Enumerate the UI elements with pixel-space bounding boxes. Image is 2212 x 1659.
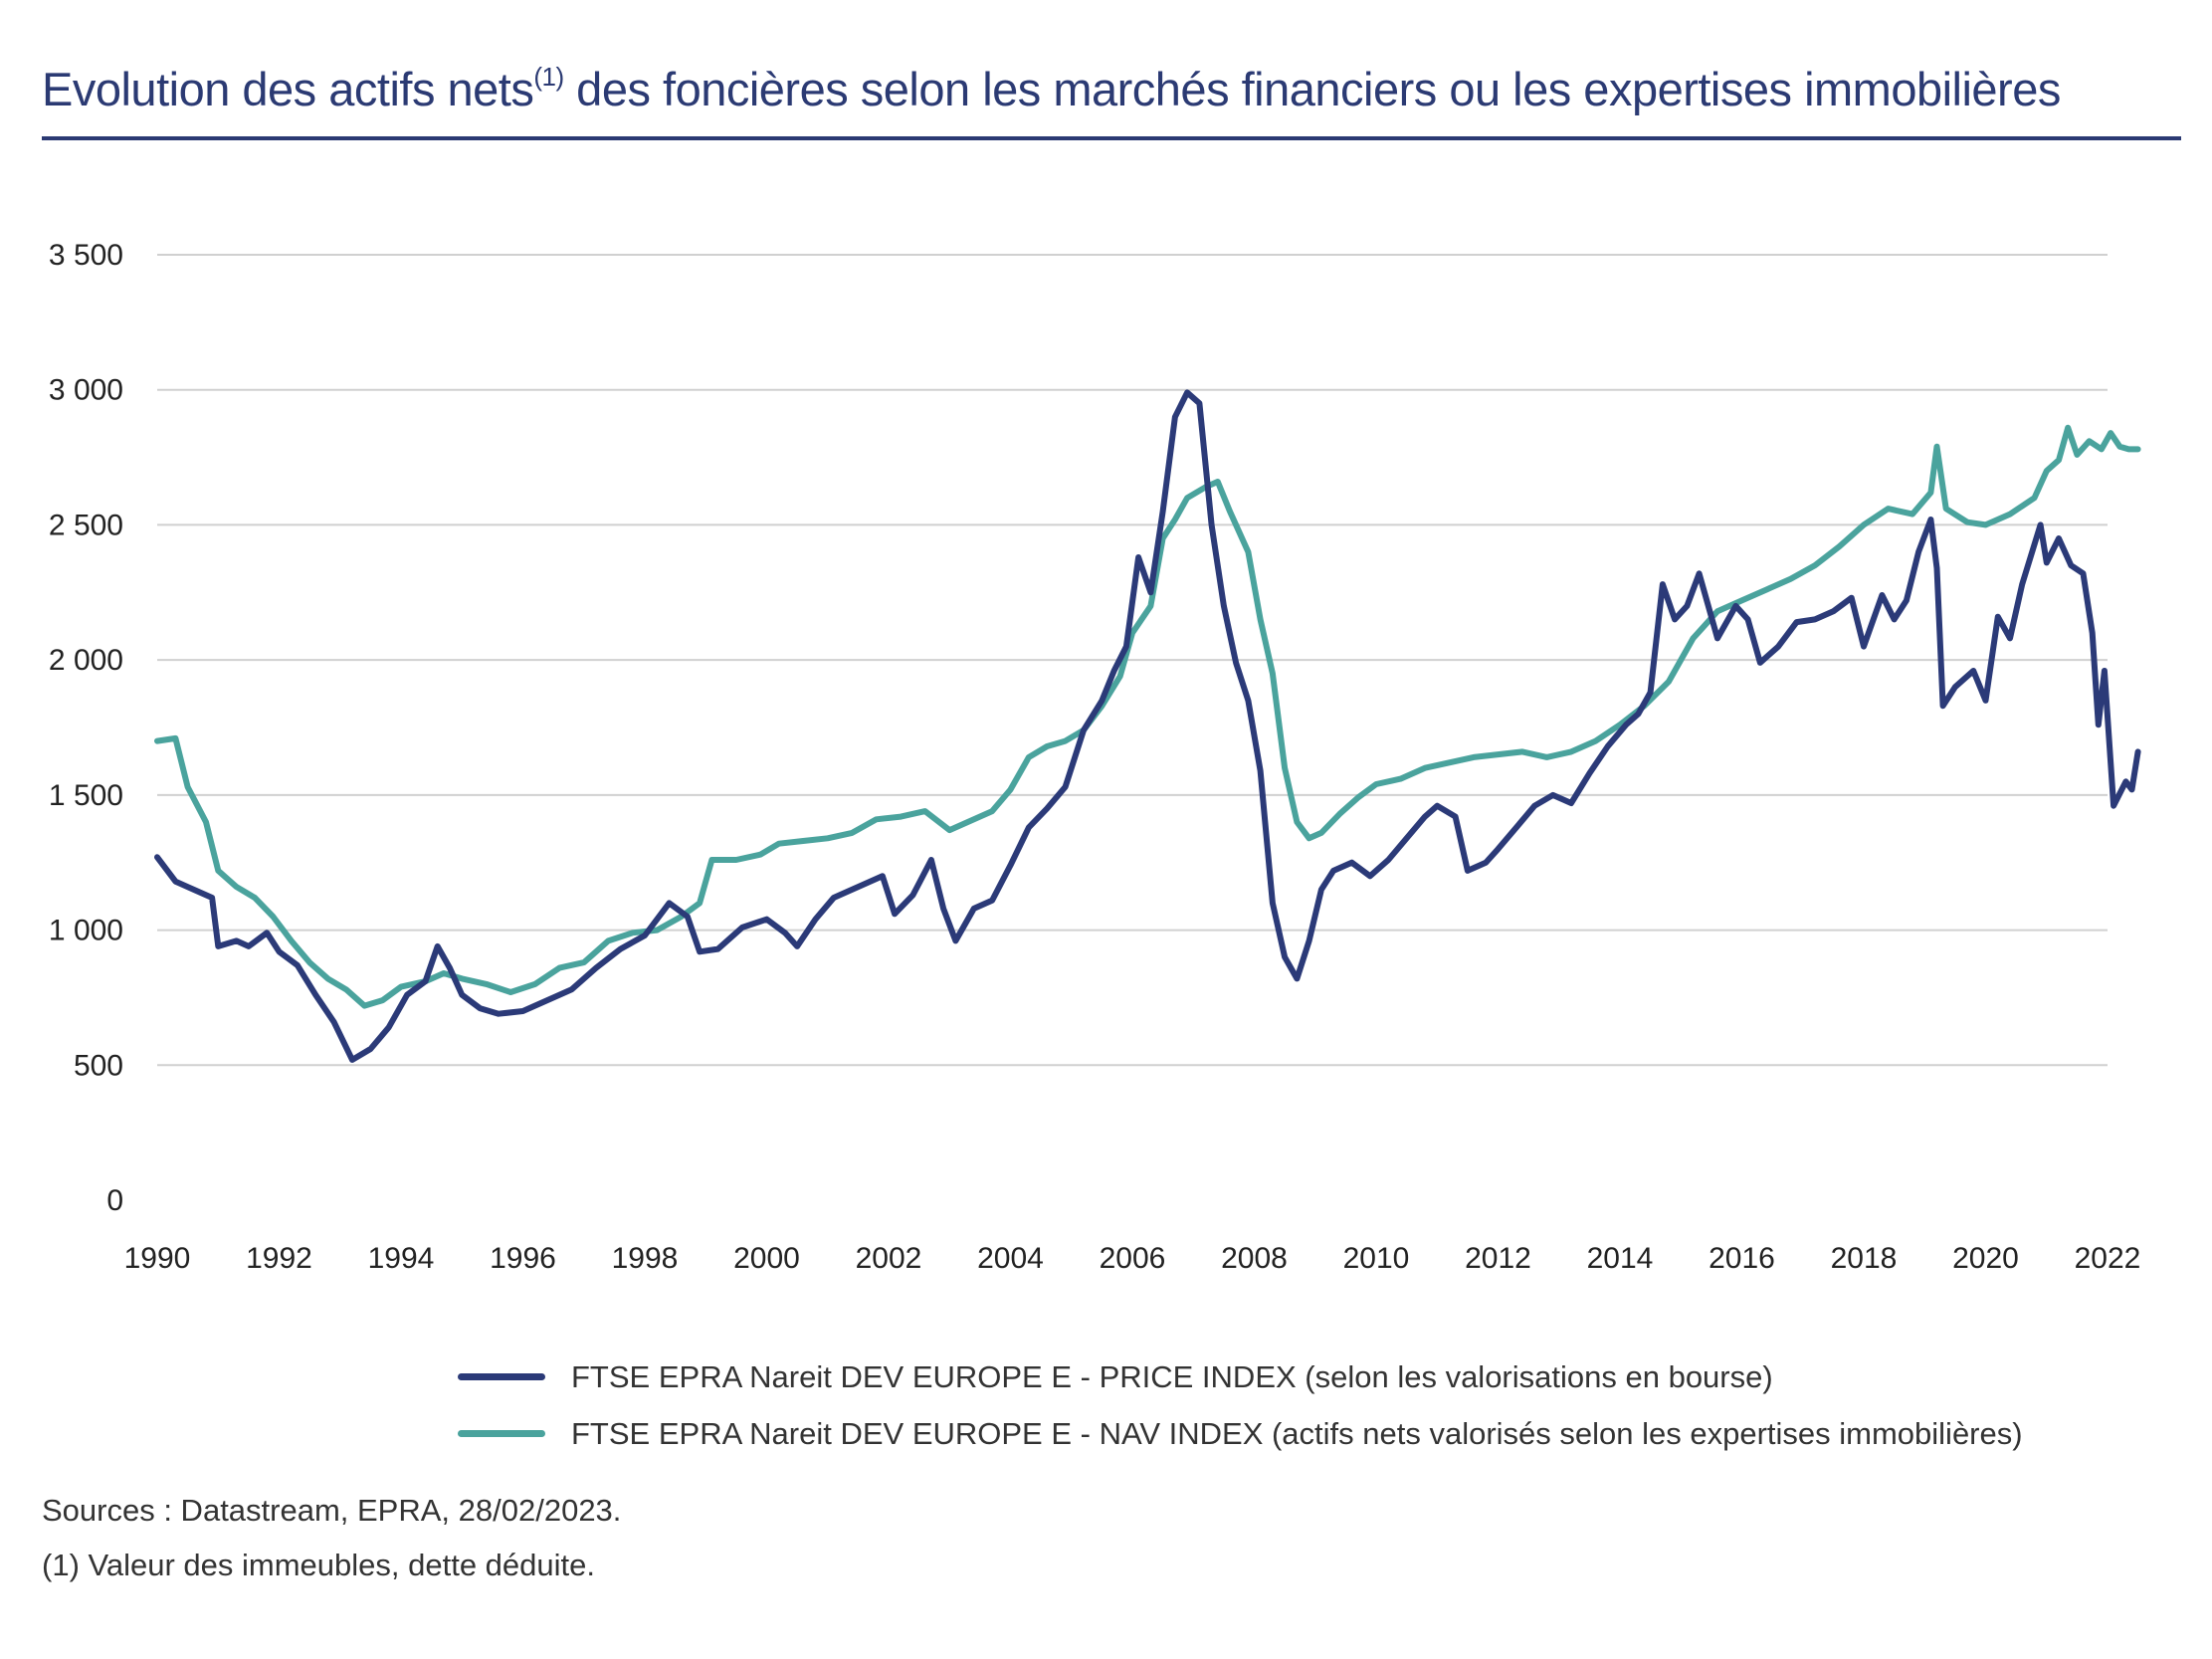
series-lines [154, 389, 2141, 1063]
series-line-price-index [154, 389, 2141, 1063]
x-tick-label-2008: 2008 [1221, 1242, 1288, 1275]
x-tick-label-1990: 1990 [124, 1242, 191, 1275]
gridlines [157, 254, 2108, 1067]
footnotes: Sources : Datastream, EPRA, 28/02/2023. … [42, 1483, 621, 1592]
y-axis-tick-labels: 0 500 1 000 1 500 2 000 2 500 3 000 3 500 [49, 239, 123, 1217]
chart-title-rest: des foncières selon les marchés financie… [563, 63, 2061, 115]
legend-swatch-price [458, 1373, 545, 1380]
x-tick-label-1998: 1998 [612, 1242, 679, 1275]
legend-swatch-nav [458, 1430, 545, 1437]
y-tick-label-0: 0 [106, 1184, 123, 1217]
y-tick-label-1000: 1 000 [49, 915, 123, 947]
x-tick-label-2000: 2000 [733, 1242, 800, 1275]
y-tick-label-1500: 1 500 [49, 779, 123, 812]
legend-item-price-index: FTSE EPRA Nareit DEV EUROPE E - PRICE IN… [458, 1348, 2023, 1405]
y-tick-label-500: 500 [74, 1049, 123, 1082]
y-tick-label-2000: 2 000 [49, 644, 123, 677]
x-tick-label-2014: 2014 [1587, 1242, 1654, 1275]
x-tick-label-2002: 2002 [856, 1242, 922, 1275]
y-tick-label-2500: 2 500 [49, 509, 123, 541]
x-tick-label-2010: 2010 [1343, 1242, 1410, 1275]
x-tick-label-1994: 1994 [368, 1242, 435, 1275]
y-tick-label-3500: 3 500 [49, 239, 123, 272]
legend-label-price: FTSE EPRA Nareit DEV EUROPE E - PRICE IN… [571, 1358, 1773, 1394]
chart-title-main: Evolution des actifs nets [42, 63, 534, 115]
x-tick-label-2020: 2020 [1952, 1242, 2019, 1275]
x-tick-label-2016: 2016 [1709, 1242, 1775, 1275]
legend-item-nav-index: FTSE EPRA Nareit DEV EUROPE E - NAV INDE… [458, 1405, 2023, 1462]
x-tick-label-2018: 2018 [1831, 1242, 1898, 1275]
x-tick-label-2006: 2006 [1100, 1242, 1166, 1275]
x-tick-label-2012: 2012 [1465, 1242, 1531, 1275]
title-underline [42, 136, 2181, 140]
x-tick-label-2022: 2022 [2075, 1242, 2141, 1275]
x-tick-label-1992: 1992 [246, 1242, 312, 1275]
chart-title: Evolution des actifs nets(1) des foncièr… [42, 62, 2061, 116]
sources-note: Sources : Datastream, EPRA, 28/02/2023. [42, 1493, 622, 1528]
y-tick-label-3000: 3 000 [49, 374, 123, 407]
footnote-1: (1) Valeur des immeubles, dette déduite. [42, 1548, 596, 1582]
legend-label-nav: FTSE EPRA Nareit DEV EUROPE E - NAV INDE… [571, 1415, 2023, 1451]
chart-title-footnote-marker: (1) [533, 62, 564, 92]
x-tick-label-1996: 1996 [490, 1242, 556, 1275]
x-axis-tick-labels: 1990 1992 1994 1996 1998 2000 2002 2004 2006 2008… [124, 1242, 2141, 1275]
legend: FTSE EPRA Nareit DEV EUROPE E - PRICE IN… [458, 1348, 2023, 1462]
series-line-nav-index [154, 424, 2141, 1009]
x-tick-label-2004: 2004 [977, 1242, 1044, 1275]
